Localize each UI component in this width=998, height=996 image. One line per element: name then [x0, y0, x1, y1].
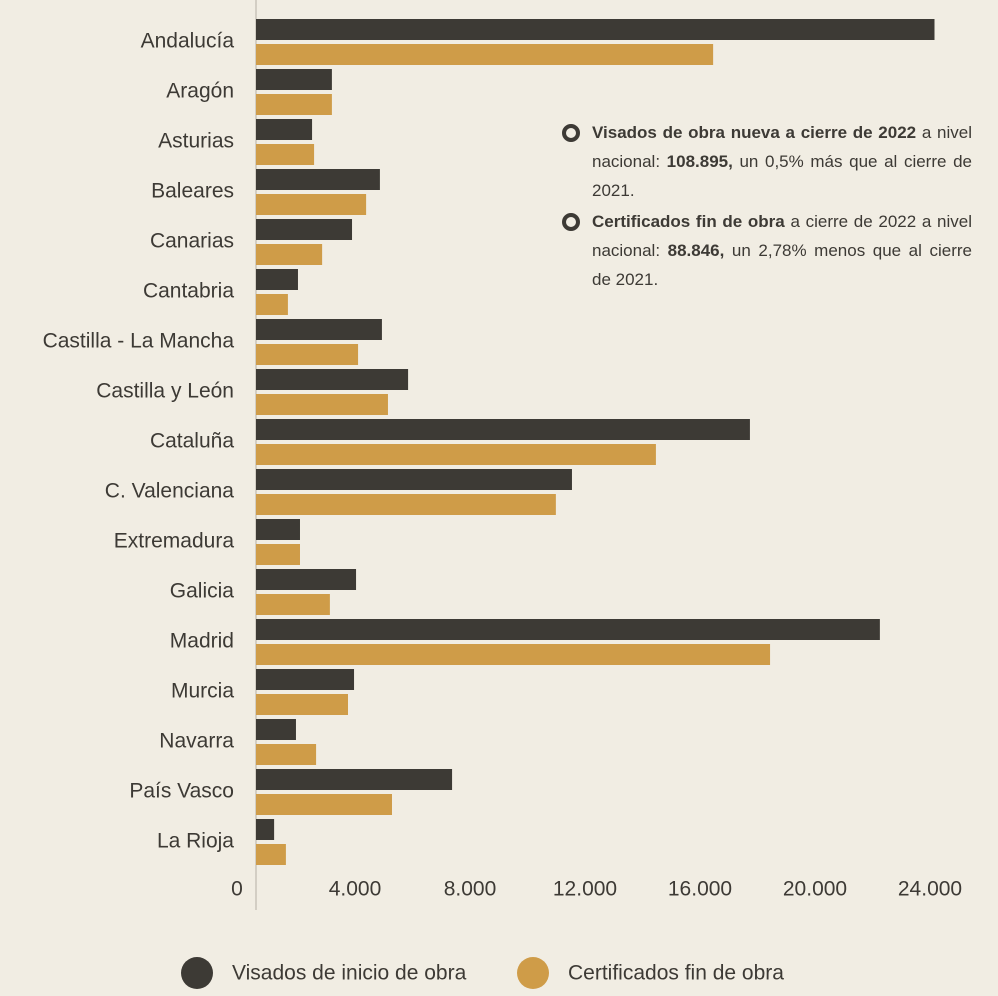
bar [256, 194, 367, 215]
y-tick-label: Murcia [171, 680, 234, 703]
bar [256, 169, 380, 190]
bar [256, 444, 656, 465]
bar [256, 294, 288, 315]
y-tick-label: Cantabria [143, 280, 234, 303]
annotation: Certificados fin de obra a cierre de 202… [560, 207, 972, 294]
bar [256, 694, 348, 715]
bar [256, 244, 323, 265]
annotation: Visados de obra nueva a cierre de 2022 a… [560, 118, 972, 205]
annotation-text: 88.846, [667, 241, 725, 260]
annotation-box: Visados de obra nueva a cierre de 2022 a… [560, 118, 972, 296]
bar [256, 419, 750, 440]
bar [256, 744, 317, 765]
bar [256, 769, 453, 790]
y-tick-label: Extremadura [114, 530, 235, 553]
x-tick-label: 8.000 [444, 878, 497, 901]
bar [256, 544, 300, 565]
x-tick-label: 24.000 [898, 878, 962, 901]
legend-label: Certificados fin de obra [568, 962, 784, 985]
y-tick-label: Galicia [170, 580, 235, 603]
bar [256, 369, 409, 390]
y-tick-label: C. Valenciana [105, 480, 235, 503]
annotation-text: un 2,78% menos que al cierre de 2021. [592, 241, 972, 289]
y-tick-label: Aragón [166, 80, 234, 103]
y-tick-label: Navarra [159, 730, 234, 753]
annotation-text: Certificados fin de obra [592, 212, 785, 231]
bar [256, 319, 382, 340]
bar [256, 394, 388, 415]
y-tick-label: Andalucía [141, 30, 235, 53]
bar [256, 619, 880, 640]
legend-swatch [181, 957, 213, 989]
annotation-text: a cierre de 2022 a nivel nacional: [592, 212, 972, 260]
bar [256, 269, 298, 290]
bar [256, 19, 935, 40]
legend-label: Visados de inicio de obra [232, 962, 467, 985]
bar [256, 669, 355, 690]
annotation-text: a nivel nacional: [592, 123, 972, 171]
bar [256, 719, 296, 740]
y-tick-label: La Rioja [157, 830, 234, 853]
annotation-text: un 0,5% más que al cierre de 2021. [592, 152, 972, 200]
annotation-text: 108.895, [666, 152, 733, 171]
y-tick-label: Castilla y León [96, 380, 234, 403]
y-tick-label: Castilla - La Mancha [43, 330, 235, 353]
y-tick-label: Asturias [158, 130, 234, 153]
annotation-text: Visados de obra nueva a cierre de 2022 [592, 123, 917, 142]
bar [256, 219, 353, 240]
y-tick-label: Madrid [170, 630, 234, 653]
bar [256, 344, 359, 365]
y-tick-label: Cataluña [150, 430, 234, 453]
bar [256, 569, 357, 590]
x-tick-label: 12.000 [553, 878, 617, 901]
bar [256, 819, 275, 840]
bar [256, 644, 771, 665]
bar [256, 794, 392, 815]
x-tick-label: 20.000 [783, 878, 847, 901]
bar [256, 119, 313, 140]
y-tick-label: País Vasco [129, 780, 234, 803]
bar [256, 844, 286, 865]
bar [256, 69, 332, 90]
bar [256, 469, 572, 490]
bar [256, 494, 556, 515]
x-tick-label: 4.000 [329, 878, 382, 901]
y-tick-label: Baleares [151, 180, 234, 203]
legend-swatch [517, 957, 549, 989]
x-tick-label: 0 [231, 878, 243, 901]
x-tick-label: 16.000 [668, 878, 732, 901]
bar [256, 594, 330, 615]
bar [256, 144, 315, 165]
bar [256, 94, 332, 115]
y-tick-label: Canarias [150, 230, 234, 253]
bar [256, 519, 300, 540]
bar [256, 44, 714, 65]
